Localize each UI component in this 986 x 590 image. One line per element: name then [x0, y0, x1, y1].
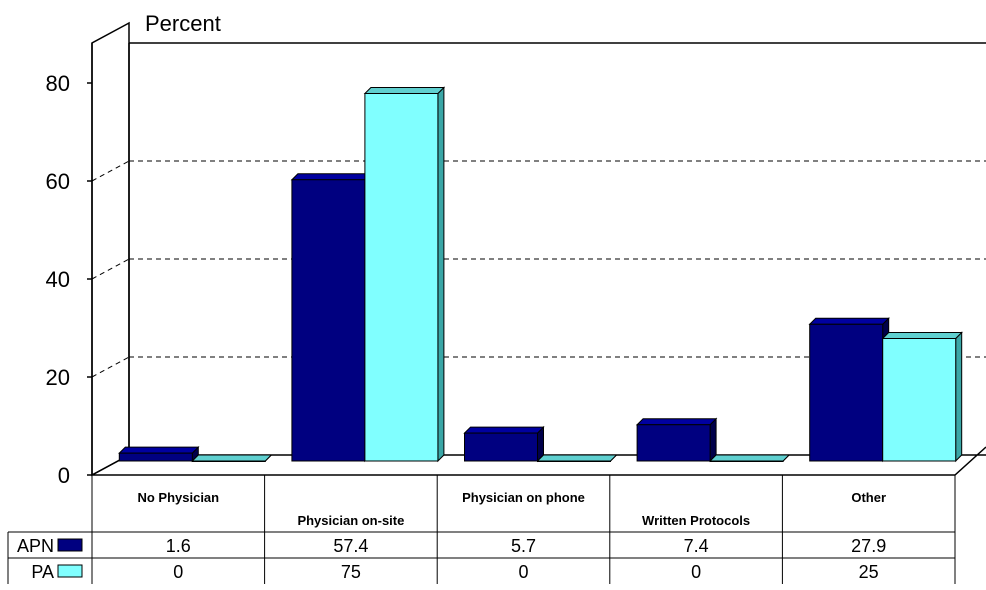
legend-swatch-apn: [57, 538, 83, 552]
bar-top: [290, 173, 373, 181]
bar-front: [291, 179, 366, 462]
legend-swatch-pa: [57, 564, 83, 578]
bar-side: [709, 417, 717, 463]
category-label: Written Protocols: [642, 513, 750, 528]
bar-front: [464, 432, 538, 462]
bar-front: [364, 93, 439, 462]
bar-top: [635, 418, 718, 426]
legend-label-pa: PA: [31, 562, 54, 582]
y-tick-label: 80: [46, 71, 70, 96]
y-tick-label: 40: [46, 267, 70, 292]
y-axis-ticks: 0 20 40 60 80: [46, 71, 92, 488]
table-cell: 7.4: [684, 536, 709, 556]
bar-front: [537, 460, 611, 462]
legend-label-apn: APN: [17, 536, 54, 556]
side-gridline: [91, 160, 130, 182]
bar-pa-3: [536, 454, 618, 462]
bar-pa-4: [708, 454, 791, 462]
y-tick-label: 20: [46, 365, 70, 390]
bar-apn-3: [463, 425, 545, 463]
bar-side: [437, 86, 445, 463]
bar-top: [118, 446, 200, 454]
bar-pa-5: [881, 331, 963, 463]
bar-top: [463, 426, 545, 434]
category-label: Physician on phone: [462, 490, 585, 505]
bars: [118, 86, 963, 463]
bar-apn-4: [635, 417, 718, 463]
bar-front: [709, 460, 784, 462]
data-table: No Physician Physician on-site Physician o…: [7, 475, 956, 584]
bar-top: [708, 454, 791, 462]
bar-pa-2: [363, 86, 446, 463]
bar-apn-2: [290, 172, 373, 463]
bar-top: [191, 454, 273, 462]
y-tick-label: 0: [58, 463, 70, 488]
category-label: Other: [851, 490, 886, 505]
side-wall: [91, 21, 130, 477]
bar-apn-5: [808, 317, 890, 463]
table-cell: 0: [691, 562, 701, 582]
table-cell: 57.4: [333, 536, 368, 556]
side-gridline: [91, 356, 130, 378]
bar-top: [536, 454, 618, 462]
bar-front: [118, 452, 193, 462]
table-cell: 0: [518, 562, 528, 582]
table-cell: 25: [859, 562, 879, 582]
bar-pa-1: [191, 454, 273, 462]
bar-top: [363, 87, 446, 94]
table-cell: 75: [341, 562, 361, 582]
bar-side: [955, 331, 963, 463]
category-label: Physician on-site: [297, 513, 404, 528]
bar-apn-1: [118, 445, 200, 463]
bar-top: [808, 317, 890, 325]
category-label: No Physician: [137, 490, 219, 505]
bar-top: [881, 332, 963, 339]
side-gridline: [91, 258, 130, 280]
bar-front: [882, 338, 957, 462]
bar-front: [636, 424, 711, 462]
table-cell: 5.7: [511, 536, 536, 556]
table-cell: 1.6: [166, 536, 191, 556]
bar-front: [809, 323, 884, 462]
y-axis-label: Percent: [145, 11, 221, 36]
y-tick-label: 60: [46, 169, 70, 194]
bar-front: [191, 460, 266, 462]
table-cell: 0: [173, 562, 183, 582]
table-cell: 27.9: [851, 536, 886, 556]
